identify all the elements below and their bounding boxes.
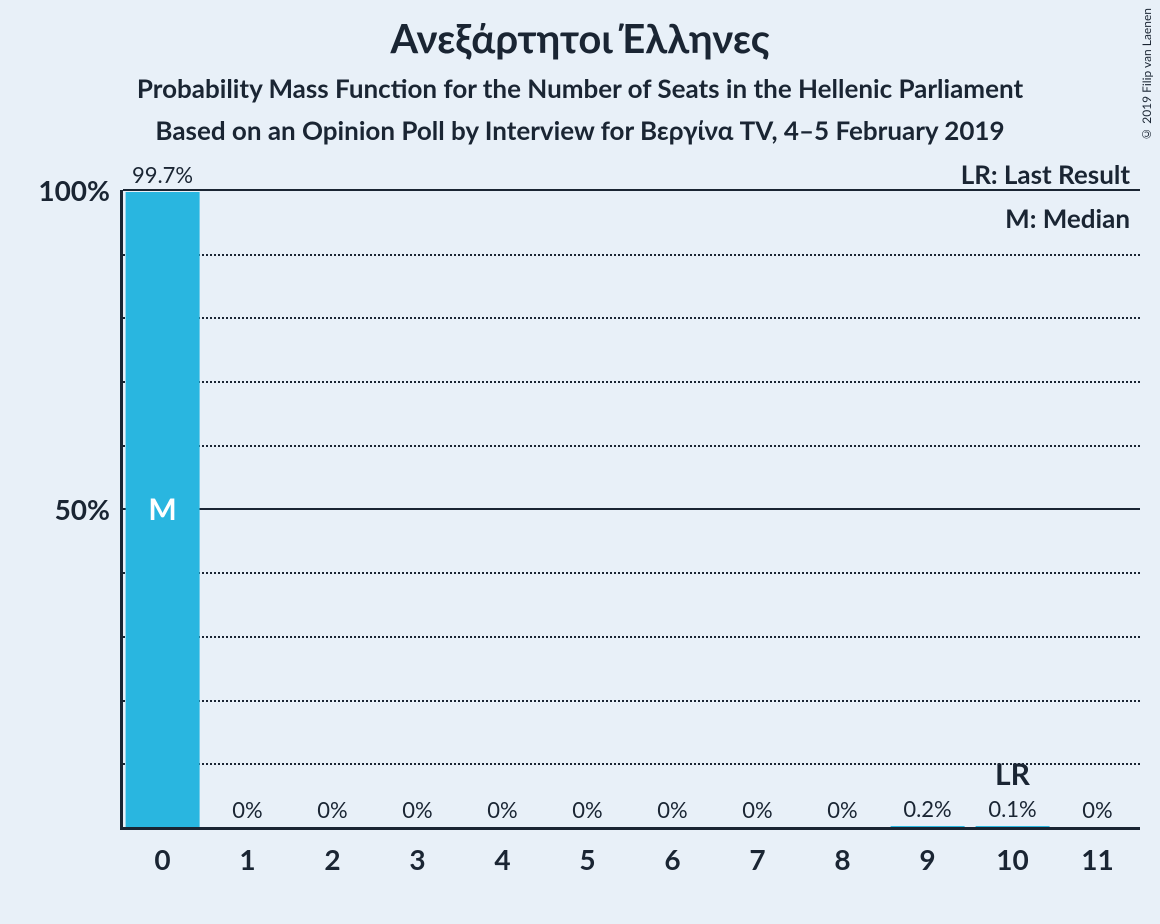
bar-value-label: 0% (630, 796, 715, 823)
gridline-minor (123, 572, 1140, 574)
x-tick-label: 9 (885, 842, 970, 876)
last-result-marker: LR (995, 756, 1030, 792)
x-tick-label: 11 (1055, 842, 1140, 876)
gridline-major (123, 508, 1140, 510)
x-tick-label: 3 (375, 842, 460, 876)
x-tick-label: 4 (460, 842, 545, 876)
y-axis-line (120, 190, 123, 830)
x-tick-label: 5 (545, 842, 630, 876)
x-tick-label: 8 (800, 842, 885, 876)
chart-title: Ανεξάρτητοι Έλληνες (0, 0, 1160, 62)
copyright-text: © 2019 Filip van Laenen (1139, 8, 1154, 142)
gridline-minor (123, 381, 1140, 383)
gridline-minor (123, 763, 1140, 765)
y-tick-label: 50% (10, 492, 110, 526)
bar-value-label: 0% (375, 796, 460, 823)
chart-subtitle-2: Based on an Opinion Poll by Interview fo… (0, 104, 1160, 146)
bar-value-label: 0% (800, 796, 885, 823)
median-marker: M (148, 491, 176, 527)
x-tick-label: 1 (205, 842, 290, 876)
bar-value-label: 0.2% (885, 795, 970, 822)
bar-value-label: 0% (545, 796, 630, 823)
bar-value-label: 0% (290, 796, 375, 823)
bar-value-label: 0% (715, 796, 800, 823)
chart-plot-area: LR: Last Result M: Median 99.7%0%0%0%0%0… (120, 190, 1140, 830)
gridline-minor (123, 317, 1140, 319)
x-tick-label: 0 (120, 842, 205, 876)
legend-median: M: Median (1005, 202, 1130, 234)
gridline-minor (123, 445, 1140, 447)
x-tick-label: 10 (970, 842, 1055, 876)
x-axis-line (120, 827, 1140, 830)
y-tick-label: 100% (10, 173, 110, 207)
gridline-minor (123, 254, 1140, 256)
x-tick-label: 6 (630, 842, 715, 876)
gridline-major (123, 189, 1140, 191)
legend-last-result: LR: Last Result (961, 158, 1130, 190)
chart-subtitle-1: Probability Mass Function for the Number… (0, 62, 1160, 104)
bar-value-label: 0% (460, 796, 545, 823)
gridline-minor (123, 700, 1140, 702)
gridline-minor (123, 636, 1140, 638)
bar-value-label: 0.1% (970, 795, 1055, 822)
x-tick-label: 7 (715, 842, 800, 876)
bar-value-label: 99.7% (120, 161, 205, 188)
x-tick-label: 2 (290, 842, 375, 876)
bar-value-label: 0% (1055, 796, 1140, 823)
bar-value-label: 0% (205, 796, 290, 823)
